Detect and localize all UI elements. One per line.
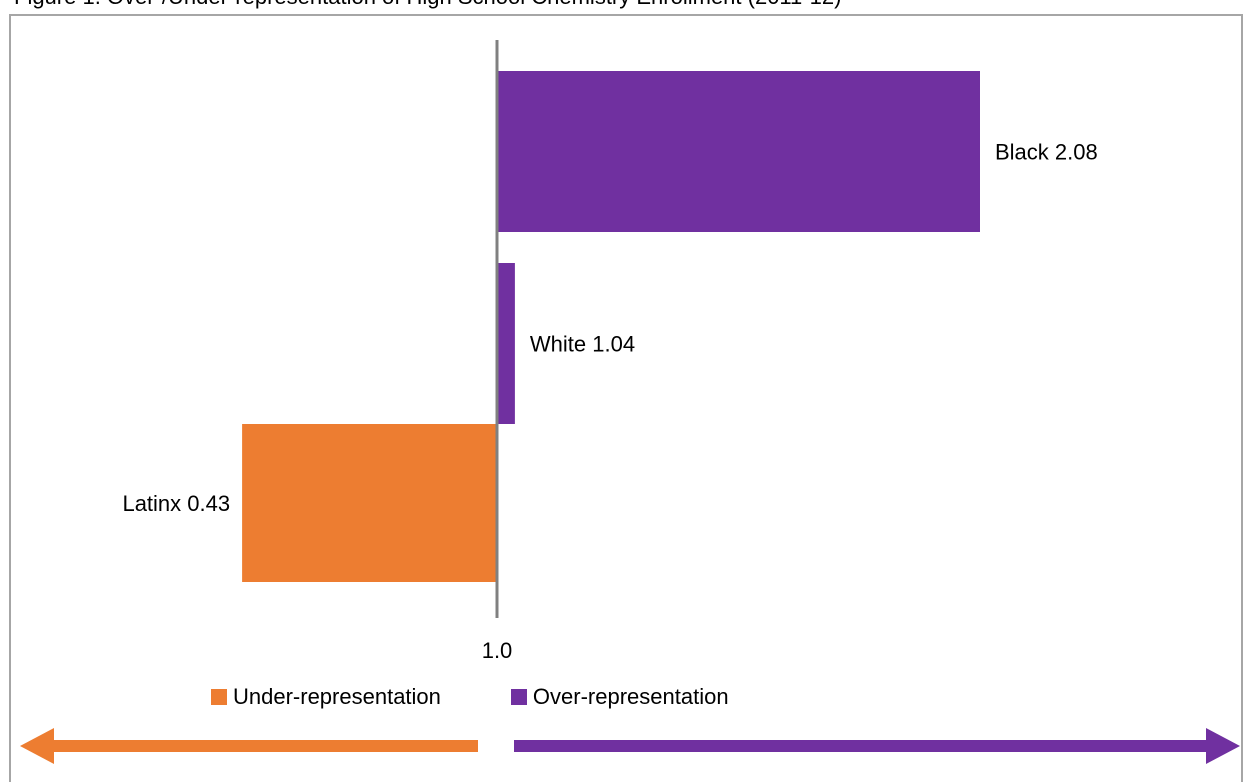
arrows-layer — [20, 728, 1240, 764]
over-arrow-head — [1206, 728, 1240, 764]
legend: Under-representation Over-representation — [211, 685, 799, 709]
baseline-tick-label: 1.0 — [482, 638, 513, 663]
labels-layer: Black 2.08 White 1.04 Latinx 0.43 — [122, 140, 1097, 517]
axis-layer: 1.0 — [482, 40, 513, 663]
bar-latinx — [242, 424, 497, 582]
bars-layer — [242, 71, 980, 582]
legend-label-under: Under-representation — [233, 684, 441, 709]
chart-title: Figure 1. Over-/Under-representation of … — [14, 0, 841, 9]
data-label-black: Black 2.08 — [995, 140, 1098, 165]
legend-item-over: Over-representation — [510, 684, 729, 709]
legend-label-over: Over-representation — [532, 684, 729, 709]
data-label-white: White 1.04 — [530, 332, 635, 357]
legend-swatch-under — [211, 689, 227, 705]
data-label-latinx: Latinx 0.43 — [122, 491, 230, 516]
legend-swatch-over — [510, 689, 527, 705]
legend-item-under: Under-representation — [211, 685, 441, 709]
under-arrow-head — [20, 728, 54, 764]
bar-black — [497, 71, 980, 232]
bar-white — [497, 263, 515, 424]
